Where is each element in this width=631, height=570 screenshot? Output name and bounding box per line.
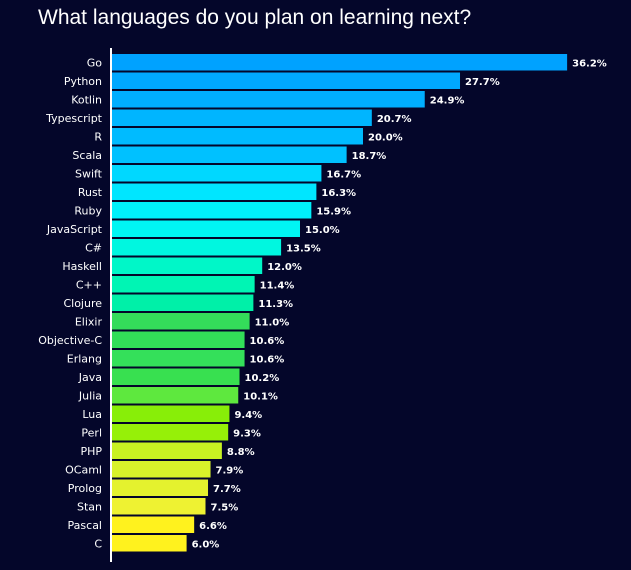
bar-c — [111, 535, 187, 552]
category-label-prolog: Prolog — [68, 482, 102, 495]
bar-clojure — [111, 294, 254, 311]
value-label-stan: 7.5% — [211, 502, 239, 513]
value-label-go: 36.2% — [572, 58, 607, 69]
bar-scala — [111, 146, 347, 163]
bar-rust — [111, 183, 317, 200]
category-label-lua: Lua — [82, 408, 102, 421]
value-label-julia: 10.1% — [243, 391, 278, 402]
category-label-c: C — [94, 537, 102, 550]
bar-lua — [111, 405, 230, 422]
bar-javascript — [111, 220, 300, 237]
bar-typescript — [111, 109, 372, 126]
bar-java — [111, 368, 240, 385]
bar-elixir — [111, 313, 250, 330]
bar-haskell — [111, 257, 263, 274]
category-label-swift: Swift — [75, 167, 103, 180]
category-label-haskell: Haskell — [62, 260, 102, 273]
category-label-ruby: Ruby — [74, 204, 102, 217]
category-label-java: Java — [78, 371, 102, 384]
value-label-c: 11.4% — [260, 280, 295, 291]
category-label-objective-c: Objective-C — [38, 334, 102, 347]
value-label-javascript: 15.0% — [305, 225, 340, 236]
value-label-php: 8.8% — [227, 447, 255, 458]
bar-python — [111, 72, 461, 89]
bar-go — [111, 54, 568, 71]
category-label-rust: Rust — [78, 186, 103, 199]
bar-r — [111, 128, 363, 145]
value-label-ruby: 15.9% — [316, 206, 351, 217]
value-label-c: 6.0% — [192, 539, 220, 550]
value-label-python: 27.7% — [465, 77, 500, 88]
bar-stan — [111, 498, 206, 515]
value-label-typescript: 20.7% — [377, 114, 412, 125]
bar-objective-c — [111, 331, 245, 348]
value-label-ocaml: 7.9% — [216, 465, 244, 476]
category-label-ocaml: OCaml — [65, 463, 102, 476]
chart-title: What languages do you plan on learning n… — [38, 6, 472, 29]
category-label-julia: Julia — [78, 389, 102, 402]
bar-kotlin — [111, 91, 425, 108]
value-label-kotlin: 24.9% — [430, 95, 465, 106]
value-label-swift: 16.7% — [326, 169, 361, 180]
value-label-elixir: 11.0% — [255, 317, 290, 328]
bar-perl — [111, 424, 229, 441]
value-label-java: 10.2% — [245, 373, 280, 384]
category-label-go: Go — [87, 56, 103, 69]
category-label-stan: Stan — [77, 500, 102, 513]
value-label-c: 13.5% — [286, 243, 321, 254]
value-label-lua: 9.4% — [234, 410, 262, 421]
bar-pascal — [111, 516, 195, 533]
value-label-r: 20.0% — [368, 132, 403, 143]
bar-prolog — [111, 479, 209, 496]
value-label-pascal: 6.6% — [199, 521, 227, 532]
category-label-clojure: Clojure — [63, 297, 102, 310]
value-labels: 36.2% 27.7%24.9% 20.7% 20.0% 18.7% 16.7% 16.3%… — [192, 58, 607, 550]
category-label-elixir: Elixir — [75, 315, 103, 328]
category-label-perl: Perl — [81, 426, 102, 439]
category-labels: Go Python Kotlin Typescript R Scala Swift Rust R… — [38, 56, 102, 550]
bar-php — [111, 442, 222, 459]
category-label-c: C# — [85, 241, 102, 254]
category-label-python: Python — [64, 75, 102, 88]
category-label-typescript: Typescript — [45, 112, 103, 125]
category-label-php: PHP — [80, 445, 102, 458]
bar-erlang — [111, 350, 245, 367]
category-label-javascript: JavaScript — [46, 223, 103, 236]
category-label-r: R — [94, 130, 102, 143]
value-label-clojure: 11.3% — [258, 299, 293, 310]
category-label-scala: Scala — [72, 149, 102, 162]
value-label-prolog: 7.7% — [213, 484, 241, 495]
value-label-objective-c: 10.6% — [250, 336, 285, 347]
category-label-kotlin: Kotlin — [71, 93, 102, 106]
value-label-haskell: 12.0% — [267, 262, 302, 273]
category-label-c: C++ — [76, 278, 102, 291]
value-label-perl: 9.3% — [233, 428, 261, 439]
bars-group — [111, 54, 568, 552]
bar-ocaml — [111, 461, 211, 478]
bar-c — [111, 239, 282, 256]
value-label-scala: 18.7% — [352, 151, 387, 162]
bar-c — [111, 276, 255, 293]
bar-swift — [111, 165, 322, 182]
value-label-rust: 16.3% — [321, 188, 356, 199]
bar-ruby — [111, 202, 312, 219]
category-label-pascal: Pascal — [68, 519, 102, 532]
category-label-erlang: Erlang — [67, 352, 102, 365]
value-label-erlang: 10.6% — [250, 354, 285, 365]
bar-julia — [111, 387, 239, 404]
